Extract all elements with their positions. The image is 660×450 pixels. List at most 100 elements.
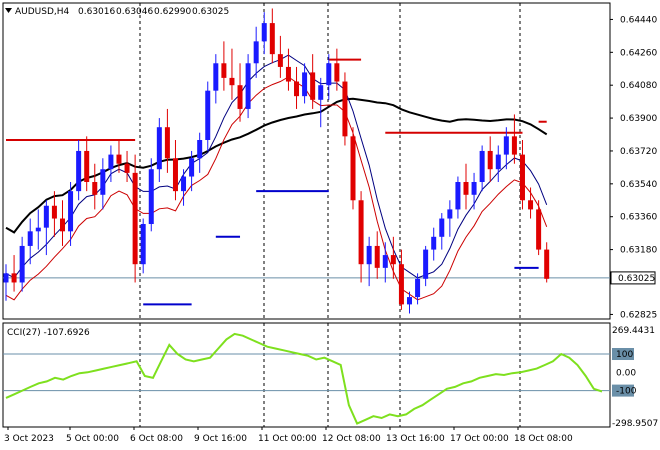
time-tick-label: 13 Oct 16:00 bbox=[386, 434, 445, 444]
time-tick-label: 11 Oct 00:00 bbox=[258, 434, 317, 444]
bull-candle bbox=[197, 139, 203, 159]
bear-candle bbox=[92, 182, 98, 195]
bull-candle bbox=[213, 63, 219, 91]
current-price-box bbox=[610, 271, 656, 285]
time-tick-label: 5 Oct 00:00 bbox=[66, 434, 119, 444]
bull-candle bbox=[439, 218, 445, 237]
cci-min-label: -298.9507 bbox=[612, 419, 658, 429]
price-tick-label: 0.63180 bbox=[620, 246, 657, 256]
cci-tick-label: 0.00 bbox=[616, 368, 636, 378]
bull-candle bbox=[35, 227, 41, 232]
bull-candle bbox=[423, 249, 429, 279]
bear-candle bbox=[132, 172, 138, 265]
bull-candle bbox=[366, 245, 372, 265]
bull-candle bbox=[68, 191, 74, 232]
bull-candle bbox=[76, 150, 82, 192]
cci-panel-frame bbox=[2, 322, 611, 428]
cci-tick-label: -100 bbox=[616, 387, 637, 397]
time-tick-label: 18 Oct 08:00 bbox=[514, 434, 573, 444]
bear-candle bbox=[398, 264, 404, 305]
bull-candle bbox=[205, 90, 211, 140]
bull-candle bbox=[27, 231, 33, 246]
bear-candle bbox=[285, 66, 291, 82]
cci-series-line bbox=[5, 332, 603, 425]
cci-axis: 269.4431 -298.9507 100 0.00 -100 bbox=[612, 326, 658, 429]
bear-candle bbox=[536, 209, 542, 250]
bear-candle bbox=[237, 85, 243, 109]
bear-candle bbox=[374, 245, 380, 268]
bull-candle bbox=[455, 182, 461, 210]
time-tick-label: 9 Oct 16:00 bbox=[194, 434, 247, 444]
bull-candle bbox=[415, 278, 421, 298]
price-axis: 0.64440 0.64260 0.64080 0.63900 0.63720 0.635… bbox=[610, 15, 657, 320]
bull-candle bbox=[19, 245, 25, 283]
bear-candle bbox=[463, 182, 469, 195]
time-axis: 3 Oct 2023 5 Oct 00:00 6 Oct 08:00 9 Oct 16… bbox=[4, 427, 573, 444]
bear-candle bbox=[164, 127, 170, 159]
header-low: 0.62990 bbox=[154, 7, 191, 17]
bull-candle bbox=[495, 154, 501, 170]
slow-moving-average-line bbox=[5, 97, 548, 234]
bull-candle bbox=[43, 205, 49, 228]
bull-candle bbox=[302, 72, 308, 97]
envelope-line bbox=[5, 76, 548, 301]
candles bbox=[3, 8, 550, 314]
bull-candle bbox=[407, 297, 412, 305]
dropdown-triangle-icon[interactable] bbox=[5, 8, 12, 13]
bear-candle bbox=[342, 81, 348, 137]
header-symbol: AUDUSD,H4 bbox=[15, 7, 70, 17]
bear-candle bbox=[221, 63, 227, 78]
bear-candle bbox=[544, 249, 550, 279]
bear-candle bbox=[229, 77, 235, 86]
cci-level-badge bbox=[612, 348, 634, 361]
cci-level-badge bbox=[612, 384, 634, 397]
price-tick-label: 0.63720 bbox=[620, 147, 657, 157]
bull-candle bbox=[447, 209, 453, 219]
bull-candle bbox=[148, 169, 154, 225]
header-open: 0.63016 bbox=[78, 7, 115, 17]
price-panel-frame bbox=[2, 2, 611, 320]
bull-candle bbox=[471, 182, 477, 195]
price-tick-label: 0.63900 bbox=[620, 114, 657, 124]
bear-candle bbox=[511, 136, 517, 155]
bear-candle bbox=[334, 63, 340, 82]
cci-title: CCI(27) -107.6926 bbox=[7, 328, 90, 338]
cci-max-label: 269.4431 bbox=[612, 326, 655, 336]
header-high: 0.63046 bbox=[116, 7, 153, 17]
bear-candle bbox=[310, 72, 316, 100]
bear-candle bbox=[350, 136, 356, 201]
time-tick-label: 12 Oct 08:00 bbox=[322, 434, 381, 444]
current-price-label: 0.63025 bbox=[618, 274, 655, 284]
price-tick-label: 0.63360 bbox=[620, 213, 657, 223]
bear-candle bbox=[528, 200, 534, 210]
bull-candle bbox=[253, 41, 259, 64]
bull-candle bbox=[3, 273, 9, 283]
bull-candle bbox=[189, 158, 195, 177]
bull-candle bbox=[318, 85, 324, 100]
bull-candle bbox=[326, 63, 332, 86]
bull-candle bbox=[100, 169, 106, 195]
bear-candle bbox=[116, 154, 122, 164]
cci-grid bbox=[3, 323, 610, 427]
bear-candle bbox=[51, 205, 57, 219]
bear-candle bbox=[172, 158, 178, 192]
time-tick-label: 3 Oct 2023 bbox=[4, 434, 54, 444]
bull-candle bbox=[181, 176, 187, 192]
bear-candle bbox=[519, 154, 525, 201]
price-tick-label: 0.62825 bbox=[620, 310, 657, 320]
bull-candle bbox=[503, 136, 509, 155]
bull-candle bbox=[431, 236, 437, 250]
price-tick-label: 0.64080 bbox=[620, 81, 657, 91]
bull-candle bbox=[140, 224, 146, 265]
bear-candle bbox=[294, 81, 300, 97]
bear-candle bbox=[124, 163, 130, 173]
price-tick-label: 0.64260 bbox=[620, 48, 657, 58]
bear-candle bbox=[269, 23, 275, 55]
time-tick-label: 6 Oct 08:00 bbox=[130, 434, 183, 444]
header-close: 0.63025 bbox=[192, 7, 229, 17]
bull-candle bbox=[382, 255, 388, 268]
bear-candle bbox=[358, 200, 364, 265]
time-tick-label: 17 Oct 00:00 bbox=[450, 434, 509, 444]
bear-candle bbox=[59, 218, 65, 232]
